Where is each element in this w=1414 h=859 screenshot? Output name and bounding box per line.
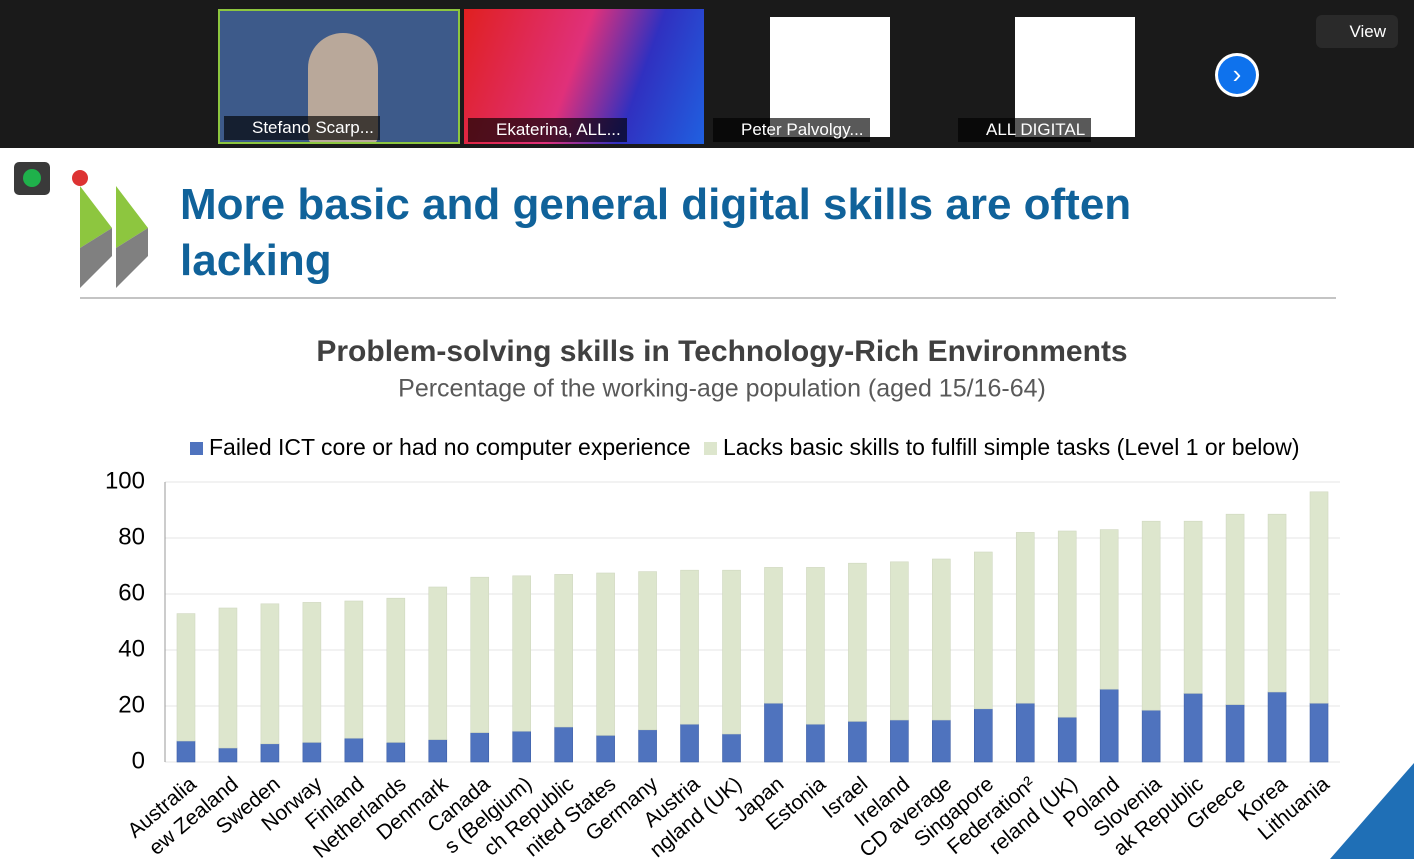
slide: More basic and general digital skills ar… — [0, 148, 1414, 859]
bar-segment — [1309, 491, 1329, 704]
bar-segment — [722, 733, 741, 763]
bar-segment — [386, 742, 406, 763]
bar-segment — [1057, 530, 1077, 718]
bar-segment — [764, 567, 783, 704]
bar-segment — [554, 726, 573, 763]
participant-name: Stefano Scarp... — [224, 116, 380, 140]
shield — [23, 169, 41, 187]
bar-segment — [344, 737, 364, 763]
bar-segment — [806, 567, 825, 725]
participant-name: Peter Palvolgy... — [713, 118, 870, 142]
y-tick-label: 80 — [118, 523, 145, 550]
bar-segment — [1015, 702, 1035, 763]
bar-segment — [680, 569, 699, 725]
bar-segment — [1057, 716, 1077, 763]
slide-title: More basic and general digital skills ar… — [180, 180, 1131, 285]
bar-segment — [260, 743, 280, 763]
bar-segment — [386, 597, 406, 743]
bar-segment — [890, 719, 909, 763]
bar-segment — [1267, 691, 1287, 763]
y-tick-label: 20 — [118, 691, 145, 718]
video-tile[interactable]: Ekaterina, ALL... — [464, 9, 704, 144]
bar-segment — [218, 747, 238, 763]
legend-swatch — [704, 442, 717, 455]
bar-segment — [302, 602, 322, 743]
chart-subtitle: Percentage of the working-age population… — [398, 375, 1046, 403]
bar-segment — [1225, 513, 1245, 705]
bar-segment — [680, 723, 699, 763]
bar-segment — [470, 576, 490, 733]
bar-segment — [1141, 709, 1161, 763]
participant-name: ALL DIGITAL — [958, 118, 1092, 142]
logo-chevron — [80, 228, 112, 288]
bar-segment — [1183, 520, 1203, 694]
video-tile[interactable]: ALL DIGITAL — [954, 9, 1194, 144]
bar-segment — [596, 572, 615, 736]
bar-segment — [722, 569, 741, 735]
bar-segment — [974, 551, 993, 710]
bar-segment — [1225, 704, 1245, 763]
bar-segment — [218, 607, 238, 749]
bar-segment — [512, 730, 531, 763]
bar-segment — [764, 702, 783, 763]
legend-label: Failed ICT core or had no computer exper… — [209, 434, 691, 460]
bar-segment — [638, 729, 657, 763]
bar-segment — [806, 723, 825, 763]
bar-segment — [428, 739, 448, 763]
bar-segment — [1309, 702, 1329, 763]
bar-segment — [890, 561, 909, 721]
bar-segment — [596, 735, 615, 763]
bar-segment — [932, 719, 951, 763]
legend-swatch — [190, 442, 203, 455]
y-tick-label: 40 — [118, 635, 145, 662]
bar-segment — [344, 600, 364, 739]
legend-label: Lacks basic skills to fulfill simple tas… — [723, 434, 1299, 460]
bar-segment — [512, 575, 531, 732]
y-tick-label: 100 — [105, 467, 145, 494]
bar-segment — [1015, 532, 1035, 704]
logo — [1015, 17, 1135, 137]
bar-segment — [1099, 529, 1119, 690]
bar-segment — [1141, 520, 1161, 711]
logo — [770, 17, 890, 137]
y-tick-label: 0 — [132, 747, 145, 774]
view-button[interactable]: View — [1316, 15, 1398, 48]
bar-segment — [176, 613, 196, 742]
logo-chevron — [80, 186, 112, 248]
record-dot — [72, 170, 88, 186]
corner — [1330, 763, 1414, 859]
bar-segment — [470, 732, 490, 763]
bar-segment — [974, 708, 993, 763]
video-tile[interactable]: Stefano Scarp... — [218, 9, 460, 144]
bar-segment — [932, 558, 951, 721]
bar-segment — [428, 586, 448, 740]
bar-segment — [554, 574, 573, 728]
bar-segment — [1267, 513, 1287, 693]
bar-segment — [848, 562, 867, 722]
chart-title: Problem-solving skills in Technology-Ric… — [316, 335, 1127, 368]
bar-segment — [176, 740, 196, 763]
participant-name: Ekaterina, ALL... — [468, 118, 627, 142]
logo-chevron — [116, 186, 148, 248]
bar-segment — [638, 571, 657, 731]
video-tile[interactable]: Peter Palvolgy... — [709, 9, 949, 144]
next-page-button[interactable]: › — [1215, 53, 1259, 97]
bar-segment — [1099, 688, 1119, 763]
bar-segment — [302, 742, 322, 763]
bar-segment — [848, 721, 867, 763]
bar-segment — [260, 603, 280, 745]
bar-segment — [1183, 693, 1203, 763]
logo-chevron — [116, 228, 148, 288]
y-tick-label: 60 — [118, 579, 145, 606]
